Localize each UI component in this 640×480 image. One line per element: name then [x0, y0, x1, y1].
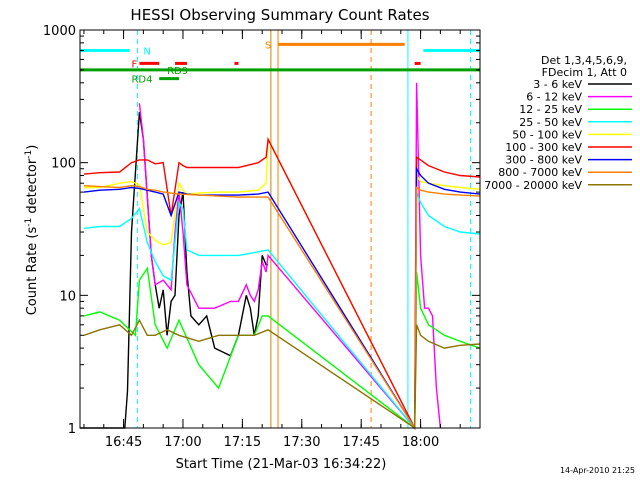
plot-frame [79, 29, 481, 429]
legend-label-8: 7000 - 20000 keV [484, 179, 582, 192]
legend: Det 1,3,4,5,6,9,FDecim 1, Att 03 - 6 keV… [484, 54, 632, 192]
legend-header-line: Det 1,3,4,5,6,9, [541, 54, 627, 67]
series-line-8 [83, 318, 481, 430]
flag-label-1: F [131, 59, 137, 70]
footer-timestamp: 14-Apr-2010 21:25 [560, 466, 635, 475]
y-axis-label: Count Rate (s-1 detector-1) [24, 145, 40, 316]
legend-label-5: 100 - 300 keV [505, 141, 582, 154]
flag-label-3: RD4 [131, 75, 152, 86]
flag-label-0: N [143, 47, 150, 58]
y-tick-label: 1 [68, 422, 76, 437]
plot-area: NF RD9 RD4 S [80, 30, 481, 431]
legend-label-3: 25 - 50 keV [519, 116, 582, 129]
series-line-7 [83, 184, 481, 431]
flag-label-2: RD9 [167, 66, 188, 77]
legend-header-line: FDecim 1, Att 0 [542, 66, 627, 79]
x-tick-label: 18:00 [402, 435, 439, 450]
series-line-5 [83, 136, 481, 429]
legend-label-6: 300 - 800 keV [505, 154, 582, 167]
legend-label-1: 6 - 12 keV [526, 91, 582, 104]
legend-label-0: 3 - 6 keV [533, 78, 582, 91]
series-line-1 [138, 82, 442, 430]
flag-label-4: S [265, 40, 271, 51]
series-line-3 [83, 191, 481, 430]
y-axis-label-end: ) [25, 145, 40, 150]
legend-label-4: 50 - 100 keV [512, 128, 582, 141]
legend-label-2: 12 - 25 keV [519, 103, 582, 116]
y-axis-label-mid: detector [25, 158, 40, 218]
chart-title: HESSI Observing Summary Count Rates [130, 6, 429, 24]
y-tick-label: 1000 [43, 24, 76, 39]
y-axis-label-main: Count Rate (s [25, 227, 40, 316]
series-line-4 [84, 136, 481, 429]
y-tick-label: 100 [51, 157, 76, 172]
x-tick-label: 17:45 [342, 435, 379, 450]
x-tick-label: 17:15 [224, 435, 261, 450]
legend-label-7: 800 - 7000 keV [498, 166, 582, 179]
y-tick-label: 10 [59, 289, 76, 304]
x-tick-label: 17:00 [164, 435, 201, 450]
y-axis-label-sup1: -1 [24, 218, 34, 227]
x-tick-label: 16:45 [105, 435, 142, 450]
y-axis-label-sup2: -1 [24, 150, 34, 159]
x-axis-label: Start Time (21-Mar-03 16:34:22) [176, 457, 387, 472]
x-tick-label: 17:30 [283, 435, 320, 450]
axes: 1 10 100 1000 16:45 17:00 17:15 17:30 17:45 18:00 [43, 24, 481, 450]
series-line-2 [83, 266, 481, 430]
